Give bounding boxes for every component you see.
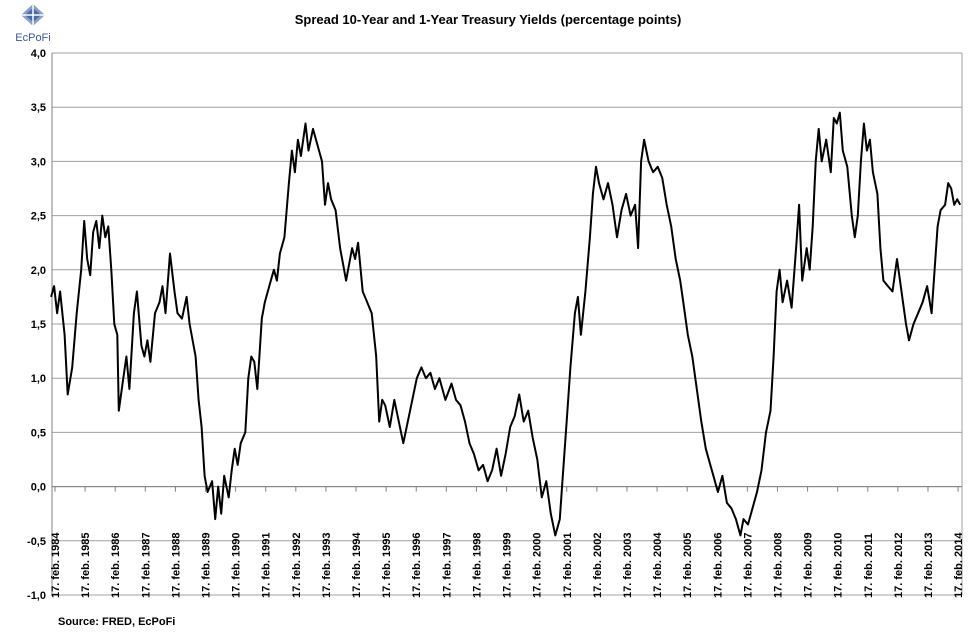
x-tick-label: 17. feb. 2007 [742, 533, 754, 598]
chart-title: Spread 10-Year and 1-Year Treasury Yield… [295, 12, 682, 27]
y-tick-label: -0,5 [27, 536, 46, 548]
x-tick-label: 17. feb. 2012 [893, 533, 905, 598]
y-tick-label: 2,5 [31, 211, 46, 223]
y-tick-label: 3,5 [31, 102, 46, 114]
y-tick-label: 4,0 [31, 48, 46, 60]
y-tick-label: -1,0 [27, 590, 46, 602]
x-tick-label: 17. feb. 1985 [80, 533, 92, 598]
x-tick-label: 17. feb. 1995 [381, 533, 393, 598]
x-tick-label: 17. feb. 2010 [833, 533, 845, 598]
x-tick-label: 17. feb. 1984 [50, 532, 62, 598]
logo-icon [21, 4, 45, 26]
x-tick-label: 17. feb. 1989 [201, 533, 213, 598]
y-tick-label: 1,5 [31, 319, 46, 331]
y-tick-label: 0,0 [31, 482, 46, 494]
x-tick-label: 17. feb. 1990 [231, 533, 243, 598]
y-tick-label: 1,0 [31, 373, 46, 385]
logo-text: EcPoFi [15, 32, 50, 44]
x-tick-label: 17. feb. 2002 [592, 533, 604, 598]
x-tick-label: 17. feb. 2004 [652, 532, 664, 598]
x-tick-label: 17. feb. 1993 [321, 533, 333, 598]
x-tick-label: 17. feb. 2000 [532, 533, 544, 598]
x-tick-label: 17. feb. 1988 [170, 533, 182, 598]
x-tick-label: 17. feb. 2001 [562, 533, 574, 598]
y-tick-label: 0,5 [31, 427, 46, 439]
x-tick-label: 17. feb. 2011 [863, 533, 875, 598]
x-tick-label: 17. feb. 1998 [471, 533, 483, 598]
x-tick-label: 17. feb. 2006 [712, 533, 724, 598]
x-tick-label: 17. feb. 1992 [291, 533, 303, 598]
y-tick-label: 3,0 [31, 156, 46, 168]
x-tick-label: 17. feb. 1994 [351, 532, 363, 598]
x-tick-label: 17. feb. 2013 [923, 533, 935, 598]
x-tick-label: 17. feb. 2014 [953, 532, 965, 598]
x-tick-label: 17. feb. 1996 [411, 533, 423, 598]
x-tick-label: 17. feb. 1986 [110, 533, 122, 598]
x-tick-label: 17. feb. 1999 [502, 533, 514, 598]
x-tick-label: 17. feb. 2009 [803, 533, 815, 598]
source: Source: FRED, EcPoFi [58, 616, 175, 628]
x-tick-label: 17. feb. 1997 [441, 533, 453, 598]
data-line [50, 111, 962, 537]
x-tick-label: 17. feb. 2005 [682, 533, 694, 598]
x-tick-label: 17. feb. 2003 [622, 533, 634, 598]
y-tick-label: 2,0 [31, 265, 46, 277]
x-tick-label: 17. feb. 2008 [772, 533, 784, 598]
x-tick-label: 17. feb. 1991 [261, 533, 273, 598]
x-tick-label: 17. feb. 1987 [140, 533, 152, 598]
